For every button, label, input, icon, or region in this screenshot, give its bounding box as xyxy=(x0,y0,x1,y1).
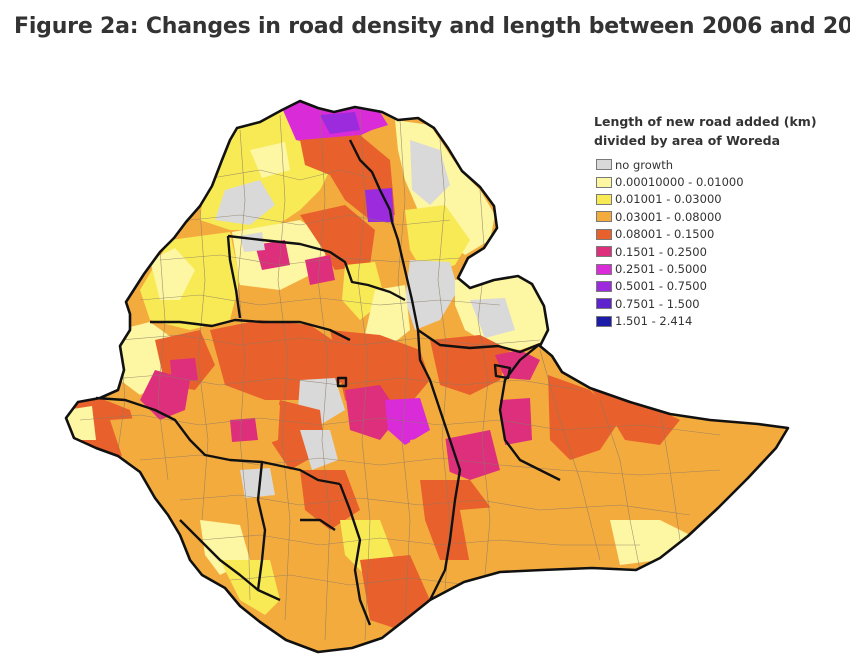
legend-item: 0.5001 - 0.7500 xyxy=(590,278,822,295)
region-fill xyxy=(110,418,150,465)
legend-label: 0.03001 - 0.08000 xyxy=(615,209,722,224)
legend-swatch xyxy=(596,193,612,205)
region-fill xyxy=(300,430,338,470)
legend-swatch xyxy=(596,176,612,188)
region-fill xyxy=(470,298,515,338)
legend-item: 0.03001 - 0.08000 xyxy=(590,208,822,225)
region-fill xyxy=(250,142,290,178)
region-fill xyxy=(460,505,540,565)
legend-label: 0.00010000 - 0.01000 xyxy=(615,175,744,190)
legend-title-line1: Length of new road added (km) xyxy=(594,114,817,129)
legend-title-line2: divided by area of Woreda xyxy=(594,133,781,148)
legend-label: 0.7501 - 1.500 xyxy=(615,296,700,311)
legend-swatch xyxy=(596,211,612,223)
legend-item: 0.7501 - 1.500 xyxy=(590,295,822,312)
legend-item: 1.501 - 2.414 xyxy=(590,313,822,330)
legend: Length of new road added (km) divided by… xyxy=(590,112,822,330)
region-fill xyxy=(270,560,330,620)
region-fill xyxy=(430,335,510,395)
legend-swatch xyxy=(596,298,612,310)
region-fill xyxy=(360,555,430,630)
legend-label: 0.01001 - 0.03000 xyxy=(615,192,722,207)
region-fill xyxy=(405,205,470,275)
legend-label: 0.1501 - 0.2500 xyxy=(615,244,707,259)
legend-item: 0.1501 - 0.2500 xyxy=(590,243,822,260)
region-fill xyxy=(410,435,450,480)
legend-swatch xyxy=(596,280,612,292)
region-fill xyxy=(410,140,450,205)
legend-item: 0.00010000 - 0.01000 xyxy=(590,173,822,190)
region-fill xyxy=(300,470,360,530)
region-fill xyxy=(170,358,198,382)
region-fill xyxy=(590,388,680,445)
legend-swatch xyxy=(596,228,612,240)
region-fill xyxy=(365,188,394,222)
region-fill xyxy=(345,385,400,440)
legend-item: 0.2501 - 0.5000 xyxy=(590,260,822,277)
region-fill xyxy=(610,520,690,565)
legend-label: 0.5001 - 0.7500 xyxy=(615,279,707,294)
region-fill xyxy=(230,418,258,442)
legend-swatch xyxy=(596,246,612,258)
region-fill xyxy=(66,406,96,440)
legend-item: no growth xyxy=(590,156,822,173)
woreda-borders xyxy=(79,109,721,641)
legend-item: 0.08001 - 0.1500 xyxy=(590,226,822,243)
region-fill xyxy=(365,285,410,350)
region-fill xyxy=(500,398,532,445)
legend-swatch xyxy=(596,315,612,327)
figure-title: Figure 2a: Changes in road density and l… xyxy=(14,14,850,39)
legend-swatch xyxy=(596,159,612,171)
legend-item: 0.01001 - 0.03000 xyxy=(590,191,822,208)
region-fill xyxy=(140,370,190,420)
region-fill xyxy=(150,248,195,300)
legend-label: no growth xyxy=(615,157,673,172)
region-fill xyxy=(700,428,770,470)
region-fill xyxy=(140,232,240,330)
legend-label: 0.2501 - 0.5000 xyxy=(615,262,707,277)
legend-label: 0.08001 - 0.1500 xyxy=(615,227,715,242)
region-fill xyxy=(320,112,360,134)
regional-borders xyxy=(95,139,561,626)
region-fill xyxy=(240,468,275,498)
legend-swatch xyxy=(596,263,612,275)
legend-label: 1.501 - 2.414 xyxy=(615,314,693,329)
region-fill xyxy=(405,260,458,330)
region-fill xyxy=(305,255,335,285)
legend-items: no growth 0.00010000 - 0.01000 0.01001 -… xyxy=(590,156,822,330)
